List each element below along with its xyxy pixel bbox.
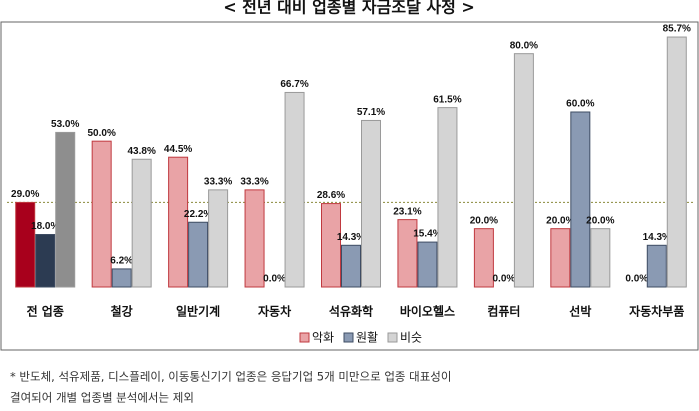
bar: [397, 219, 418, 288]
value-label: 0.0%: [492, 274, 515, 285]
value-label: 53.0%: [51, 119, 79, 130]
value-label: 15.4%: [413, 229, 441, 240]
x-tick-label: 선박: [569, 304, 591, 319]
bar: [188, 221, 209, 288]
x-tick-label: 일반기계: [176, 304, 220, 319]
value-label: 6.2%: [110, 256, 133, 267]
value-label: 85.7%: [663, 24, 691, 35]
footnote: 결여되어 개별 업종별 분석에서는 제외: [10, 391, 194, 405]
value-label: 28.6%: [317, 190, 345, 201]
x-tick-label: 전 업종: [27, 304, 64, 319]
bar: [91, 140, 112, 288]
value-label: 61.5%: [433, 94, 461, 105]
value-label: 22.2%: [184, 209, 212, 220]
value-label: 80.0%: [510, 40, 538, 51]
bar: [244, 189, 265, 288]
bar: [646, 244, 667, 288]
bar: [550, 228, 571, 288]
bar: [15, 201, 36, 288]
bar: [417, 241, 438, 288]
value-label: 0.0%: [625, 274, 648, 285]
value-label: 33.3%: [240, 177, 268, 188]
bar: [590, 228, 611, 288]
value-label: 14.3%: [643, 232, 671, 243]
bar: [570, 111, 591, 288]
x-tick-label: 바이오헬스: [400, 304, 455, 319]
value-label: 23.1%: [393, 206, 421, 217]
value-label: 14.3%: [337, 232, 365, 243]
legend-label: 원활: [356, 331, 378, 345]
bar: [513, 53, 534, 288]
legend-swatch: [343, 332, 354, 343]
value-label: 33.3%: [204, 177, 232, 188]
bar: [284, 91, 305, 288]
value-label: 60.0%: [566, 99, 594, 110]
value-label: 50.0%: [87, 128, 115, 139]
x-tick-label: 자동차부품: [629, 304, 684, 319]
bar: [131, 158, 152, 288]
legend-label: 악화: [312, 331, 334, 345]
bar: [35, 234, 56, 288]
bar: [208, 189, 229, 288]
value-label: 57.1%: [357, 107, 385, 118]
value-label: 29.0%: [11, 189, 39, 200]
x-tick-label: 컴퓨터: [487, 304, 520, 319]
bar: [341, 244, 361, 288]
bar: [168, 156, 189, 288]
bar: [55, 131, 76, 288]
bar: [111, 268, 132, 288]
value-label: 18.0%: [31, 221, 59, 232]
legend-swatch: [299, 332, 310, 343]
bar: [321, 203, 341, 288]
chart-title: < 전년 대비 업종별 자금조달 사정 >: [223, 0, 475, 17]
value-label: 0.0%: [263, 274, 286, 285]
x-tick-label: 철강: [111, 304, 133, 319]
footnote: * 반도체, 석유제품, 디스플레이, 이동통신기기 업종은 응답기업 5개 미…: [10, 370, 451, 384]
value-label: 66.7%: [280, 79, 308, 90]
legend-swatch: [387, 332, 398, 343]
value-label: 43.8%: [127, 146, 155, 157]
bar: [473, 228, 494, 288]
value-label: 44.5%: [164, 144, 192, 155]
bar: [361, 119, 381, 288]
x-tick-label: 자동차: [258, 304, 291, 319]
value-label: 20.0%: [546, 215, 574, 226]
value-label: 20.0%: [586, 215, 614, 226]
value-label: 20.0%: [470, 215, 498, 226]
legend-label: 비슷: [400, 331, 422, 345]
bar: [666, 36, 687, 288]
chart-frame: [0, 21, 699, 351]
bar: [437, 107, 458, 288]
x-tick-label: 석유화학: [329, 304, 373, 319]
